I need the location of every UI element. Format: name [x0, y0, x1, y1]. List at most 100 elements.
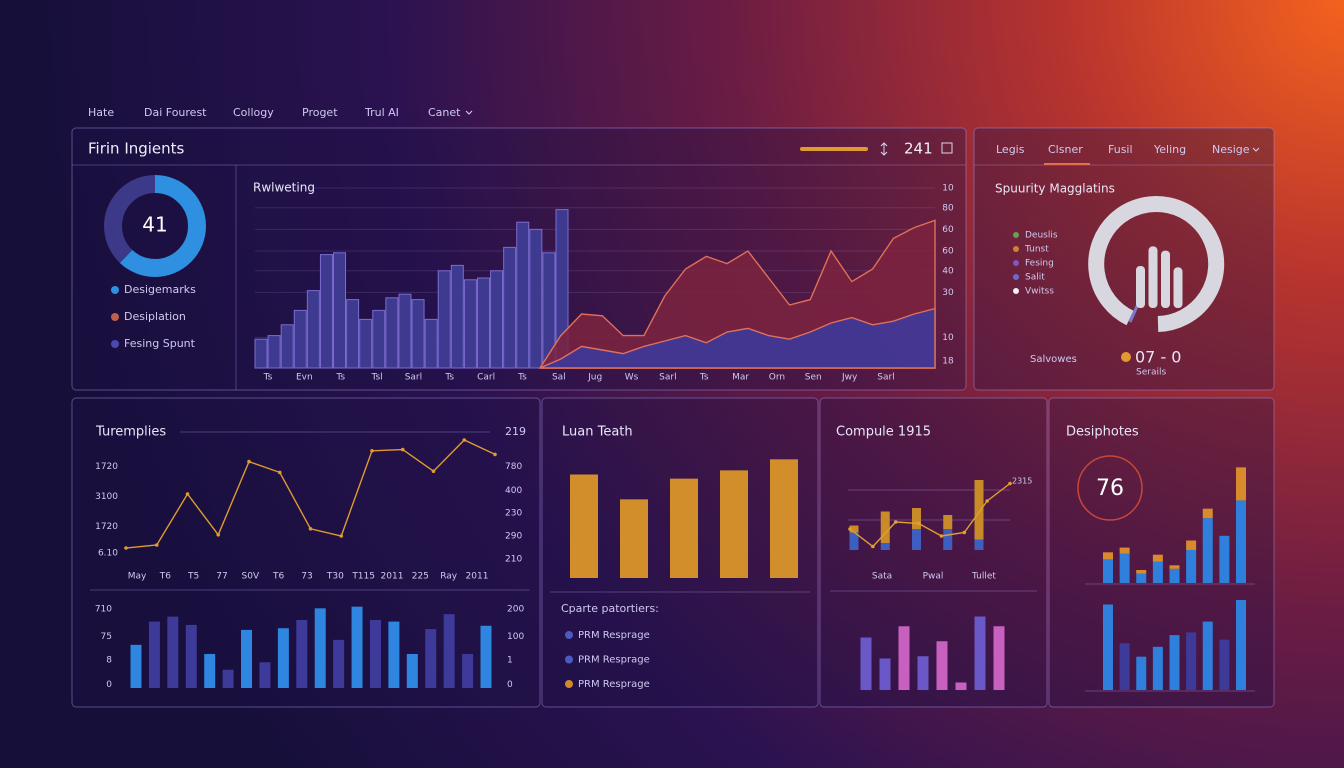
bar [1202, 621, 1213, 690]
area [539, 307, 936, 369]
legend-dot [565, 631, 573, 639]
x-tick-label: T5 [187, 572, 199, 582]
stacked-bar [1236, 467, 1246, 501]
x-tick-label: Sarl [877, 373, 894, 383]
bar [293, 309, 307, 369]
bar [1152, 646, 1163, 690]
point [493, 452, 497, 457]
x-tick-label: Tsl [370, 373, 382, 383]
chevron[interactable] [1252, 147, 1260, 152]
bar [424, 318, 438, 369]
bar [879, 658, 891, 690]
bar [296, 619, 308, 688]
badge-value: 76 [1096, 476, 1124, 501]
bar [388, 621, 400, 688]
tick-label: 0 [507, 680, 513, 690]
bar [476, 277, 490, 369]
panel-title: Desiphotes [1066, 425, 1139, 440]
x-tick-label: 225 [412, 572, 429, 582]
nav-item: Dai Fourest [144, 106, 207, 119]
stacked-bar [943, 529, 953, 550]
tick-label: 75 [101, 632, 112, 642]
bar [359, 318, 373, 369]
chevron[interactable] [465, 110, 473, 115]
tab: Legis [996, 143, 1025, 156]
annotation: 2315 [1012, 477, 1032, 486]
bar [241, 629, 253, 688]
point [985, 499, 989, 503]
line [849, 482, 1011, 548]
tick-label: 10 [942, 333, 954, 343]
point [848, 527, 852, 531]
bar [1219, 639, 1230, 690]
donut-center: 41 [142, 213, 167, 237]
x-tick-label: Ts [517, 373, 527, 383]
legend-label: Salit [1025, 273, 1045, 283]
stacked-bar [1186, 549, 1197, 583]
x-tick-label: Orn [769, 373, 785, 383]
stacked-bar [912, 508, 921, 529]
x-tick-label: T30 [326, 572, 344, 582]
legend-label: PRM Resprage [578, 679, 650, 690]
bar [411, 299, 425, 369]
stacked-bar [880, 543, 890, 550]
x-tick-label: Sarl [405, 373, 422, 383]
panel-title: Turemplies [95, 425, 166, 440]
bar [406, 653, 418, 688]
tick-label: 400 [505, 486, 522, 496]
bar [1103, 604, 1113, 690]
expand-icon[interactable] [941, 142, 953, 154]
bar [280, 324, 294, 369]
x-tick-label: 2011 [381, 572, 404, 582]
bar [259, 662, 271, 688]
legend-label: Deuslis [1025, 231, 1058, 241]
stacked-bar [1136, 570, 1147, 574]
point [462, 438, 467, 442]
bar [1236, 600, 1246, 690]
legend-label: Tunst [1024, 245, 1049, 255]
x-tick-label: T115 [351, 572, 375, 582]
point [339, 534, 344, 538]
x-tick-label: Sal [552, 373, 566, 383]
tab: Yeling [1153, 143, 1186, 156]
bar [385, 297, 399, 369]
bar [516, 221, 530, 369]
tick-label: 80 [942, 203, 954, 213]
stacked-bar [1219, 535, 1230, 583]
tick-label: 290 [505, 532, 522, 542]
stacked-bar [849, 525, 859, 533]
progress-bar [800, 147, 868, 151]
bar [185, 624, 197, 688]
bar [1186, 632, 1197, 690]
legend-label: PRM Resprage [578, 630, 650, 641]
x-tick-label: Sen [805, 373, 822, 383]
stacked-bar [1202, 518, 1213, 583]
bar [620, 499, 648, 578]
x-tick-label: Ws [625, 373, 639, 383]
bar [346, 299, 360, 369]
tick-label: 30 [942, 288, 954, 298]
point [370, 449, 374, 453]
x-tick-label: Ray [440, 572, 458, 582]
tab: Nesige [1212, 143, 1250, 156]
bar [993, 626, 1005, 690]
stacked-bar [943, 515, 953, 529]
panel [819, 397, 1048, 708]
footer-caption: Serails [1136, 368, 1166, 378]
x-tick-label: Tullet [971, 572, 996, 582]
sort-icon[interactable] [880, 142, 888, 156]
tick-label: 60 [942, 247, 954, 257]
x-tick-label: Sata [872, 572, 892, 582]
x-tick-label: Jug [587, 373, 602, 383]
bar [148, 621, 160, 688]
point [893, 520, 898, 524]
x-tick-label: Ts [444, 373, 454, 383]
bar [443, 614, 455, 688]
counter: 219 [505, 425, 526, 438]
x-tick-label: Mar [732, 373, 749, 383]
bar [398, 293, 412, 369]
point [431, 469, 436, 474]
point [916, 521, 921, 526]
x-tick-label: Ts [263, 373, 273, 383]
gauge-needle [1128, 303, 1140, 323]
